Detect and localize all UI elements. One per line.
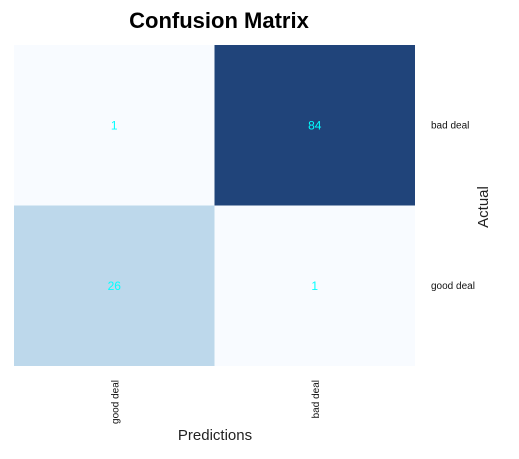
heatmap-cell bbox=[14, 45, 215, 206]
heatmap-cell bbox=[214, 205, 415, 366]
heatmap-cell bbox=[214, 45, 415, 206]
y-tick-label: good deal bbox=[431, 281, 475, 292]
cell-value-label: 1 bbox=[111, 118, 118, 132]
cell-value-label: 84 bbox=[308, 118, 322, 132]
x-axis-title: Predictions bbox=[178, 427, 252, 444]
y-axis-tick-labels: bad deal good deal bbox=[431, 120, 475, 292]
chart-title: Confusion Matrix bbox=[129, 8, 309, 33]
heatmap-cells: 1 84 26 1 bbox=[14, 45, 415, 366]
x-tick-label: good deal bbox=[110, 380, 121, 424]
y-tick-label: bad deal bbox=[431, 120, 469, 131]
heatmap-cell bbox=[14, 205, 215, 366]
y-axis-title: Actual bbox=[475, 186, 492, 228]
x-tick-label: bad deal bbox=[311, 380, 322, 418]
x-axis-tick-labels: good deal bad deal bbox=[110, 380, 322, 424]
cell-value-label: 26 bbox=[108, 279, 122, 293]
cell-value-label: 1 bbox=[311, 279, 318, 293]
